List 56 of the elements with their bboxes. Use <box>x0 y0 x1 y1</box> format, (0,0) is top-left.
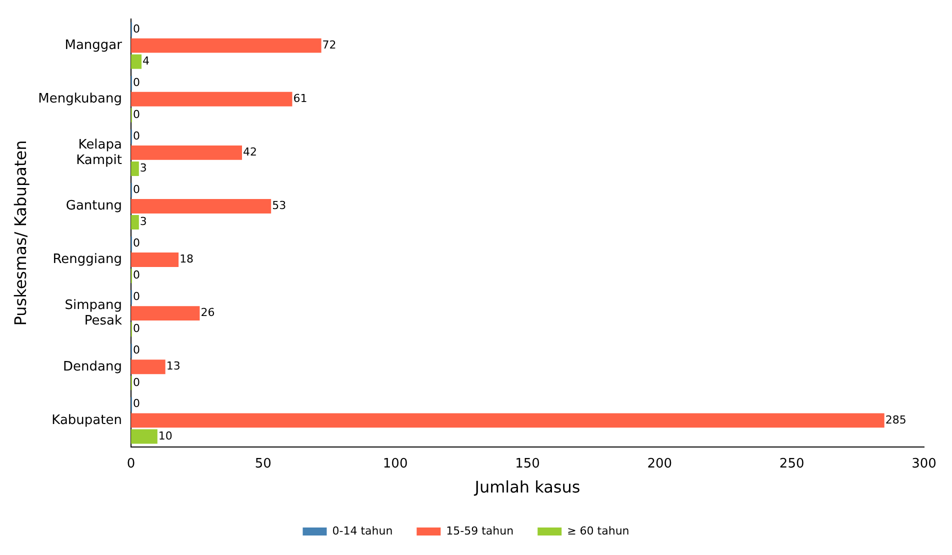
y-tick-label: Mengkubang <box>38 92 122 106</box>
data-label: 42 <box>243 146 258 159</box>
bar <box>130 198 272 214</box>
y-tick-label: Kabupaten <box>52 412 122 428</box>
data-label: 0 <box>132 22 140 36</box>
x-tick-label: 200 <box>647 456 672 472</box>
y-tick-label: Simpang Pesak <box>64 298 122 328</box>
data-label: 0 <box>132 397 140 410</box>
data-label: 0 <box>132 108 140 122</box>
data-label: 61 <box>293 92 308 105</box>
data-label: 18 <box>180 252 194 266</box>
bar <box>130 252 179 268</box>
data-label: 0 <box>132 268 140 282</box>
data-label: 3 <box>140 162 147 175</box>
data-label: 285 <box>885 413 906 426</box>
data-label: 53 <box>272 199 286 212</box>
y-tick-label: Renggiang <box>52 252 122 268</box>
legend-label: ≥ 60 tahun <box>567 524 630 538</box>
bar <box>130 306 200 321</box>
y-tick-label: Dendang <box>63 359 122 374</box>
bar <box>130 92 292 106</box>
x-tick-label: 250 <box>779 456 804 472</box>
data-label: 10 <box>158 429 172 442</box>
bar <box>130 429 158 444</box>
y-tick-label: Kelapa Kampit <box>76 137 122 168</box>
legend-label: 15-59 tahun <box>446 524 514 538</box>
bar <box>130 145 242 160</box>
bar <box>130 413 884 428</box>
bar <box>130 360 166 374</box>
data-label: 4 <box>142 54 150 68</box>
y-tick-label: Manggar <box>64 38 123 53</box>
bar <box>130 38 322 53</box>
x-tick-label: 50 <box>254 456 272 472</box>
data-label: 0 <box>132 344 140 357</box>
y-tick-label: Gantung <box>66 198 122 214</box>
bar <box>130 215 139 230</box>
data-label: 0 <box>132 129 140 142</box>
data-label: 13 <box>166 360 180 373</box>
legend-label: 0-14 tahun <box>332 524 393 538</box>
data-label: 0 <box>132 376 140 389</box>
data-label: 0 <box>132 290 140 304</box>
x-tick-label: 150 <box>515 456 540 472</box>
data-label: 26 <box>200 306 215 320</box>
bar <box>130 54 142 69</box>
data-label: 0 <box>132 322 140 336</box>
y-axis-title: Puskesmas/ Kabupaten <box>10 140 30 326</box>
data-label: 3 <box>140 215 147 228</box>
bar <box>130 162 139 176</box>
data-label: 0 <box>132 183 140 196</box>
data-label: 72 <box>322 38 336 52</box>
x-tick-label: 100 <box>382 456 408 472</box>
x-tick-label: 0 <box>126 456 136 472</box>
x-axis-title: Jumlah kasus <box>474 478 580 497</box>
data-label: 0 <box>132 76 140 89</box>
data-label: 0 <box>132 236 140 250</box>
x-tick-label: 300 <box>912 456 936 472</box>
